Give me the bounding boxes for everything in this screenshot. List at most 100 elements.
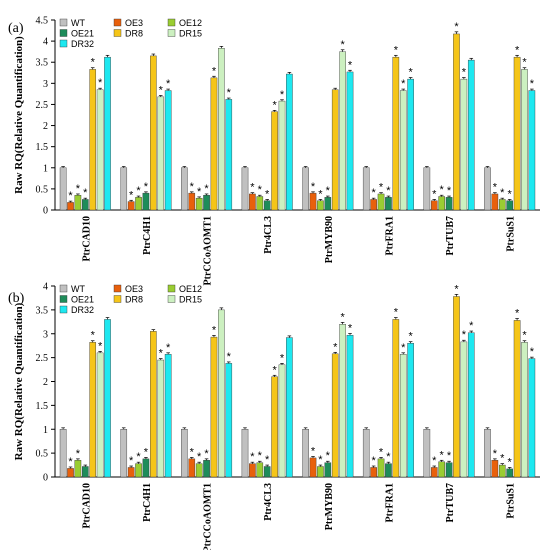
significance-star: * — [265, 188, 270, 200]
bar-DR15-PtrC4H1 — [157, 359, 165, 478]
significance-star: * — [265, 454, 270, 466]
panel-label: (a) — [8, 21, 24, 36]
bar-group-PtrTUB7: * * **** — [423, 283, 475, 478]
bar-WT-Ptr4CL3 — [241, 167, 249, 211]
bar-OE12-Ptr4CL3 — [256, 196, 264, 211]
bar-group-PtrCCoAOMT1: * * *** — [181, 307, 233, 478]
legend-label-DR8: DR8 — [125, 294, 143, 304]
significance-star: * — [348, 322, 353, 334]
bar-DR32-PtrCAD10 — [104, 56, 111, 211]
significance-star: * — [447, 185, 452, 197]
category-label: PtrFRA1 — [384, 483, 395, 522]
legend-swatch-OE12 — [167, 18, 176, 27]
y-tick-label: 4 — [43, 37, 48, 48]
bar-group-PtrSuS1: * * **** — [484, 308, 536, 478]
significance-star: * — [190, 446, 195, 458]
significance-star: * — [432, 455, 437, 467]
significance-star: * — [204, 183, 209, 195]
significance-star: * — [522, 57, 527, 69]
bar-DR32-PtrMYB90 — [346, 334, 354, 478]
significance-star: * — [98, 77, 103, 89]
category-label: Ptr4CL3 — [263, 483, 274, 521]
legend-label-DR32: DR32 — [71, 39, 94, 49]
chart-panel-2: (b) 0 0.5 1 1.5 2 2.5 3 3.5 4 Raw RQ(Relative Quan… — [8, 282, 540, 550]
bar-WT-PtrMYB90 — [302, 167, 309, 211]
legend-label-OE12: OE12 — [179, 284, 202, 294]
bar-DR8-Ptr4CL3 — [271, 376, 278, 478]
significance-star: * — [212, 65, 217, 77]
bar-DR15-PtrSuS1 — [521, 69, 528, 211]
significance-star: * — [340, 39, 345, 51]
bar-DR32-PtrFRA1 — [407, 78, 414, 211]
y-tick-label: 1 — [43, 163, 48, 174]
significance-star: * — [190, 181, 195, 193]
significance-star: * — [469, 320, 474, 332]
bar-OE3-PtrSuS1 — [491, 460, 499, 478]
significance-star: * — [432, 188, 437, 200]
category-label: PtrTUB7 — [445, 483, 456, 522]
bar-DR8-Ptr4CL3 — [271, 111, 278, 211]
bar-OE12-PtrCCoAOMT1 — [195, 197, 203, 211]
significance-star: * — [136, 185, 141, 197]
significance-star: * — [129, 189, 134, 201]
bar-group-PtrC4H1: ***** — [120, 53, 172, 211]
significance-star: * — [333, 341, 338, 353]
category-label: PtrCCoAOMT1 — [203, 483, 214, 550]
significance-star: * — [379, 182, 384, 194]
legend-label-OE3: OE3 — [125, 284, 143, 294]
legend-label-WT: WT — [71, 18, 85, 28]
bar-DR32-Ptr4CL3 — [286, 337, 293, 478]
significance-star: * — [493, 182, 498, 194]
bar-OE21-Ptr4CL3 — [263, 466, 271, 478]
bar-OE12-PtrCAD10 — [74, 460, 82, 478]
bar-OE12-PtrSuS1 — [498, 199, 506, 211]
bar-OE3-PtrC4H1 — [127, 201, 135, 211]
significance-star: * — [401, 342, 406, 354]
category-label: PtrC4H1 — [142, 483, 153, 522]
legend-label-DR15: DR15 — [179, 28, 202, 38]
significance-star: * — [530, 78, 535, 90]
legend-swatch-OE21 — [59, 295, 68, 303]
bar-WT-PtrFRA1 — [362, 429, 370, 478]
bar-OE3-PtrCCoAOMT1 — [188, 458, 196, 478]
significance-star: * — [197, 451, 202, 463]
significance-star: * — [508, 188, 513, 200]
chart-panel-1: (a) 0 0.5 1 1.5 2 2.5 3 3.5 4 4.5 Raw RQ(Relative Q… — [8, 16, 540, 285]
bar-OE21-Ptr4CL3 — [263, 200, 271, 211]
bar-DR15-PtrCAD10 — [96, 89, 104, 211]
bar-OE3-PtrTUB7 — [430, 200, 438, 211]
bar-DR32-PtrFRA1 — [407, 343, 414, 478]
legend-swatch-OE12 — [167, 284, 176, 293]
legend-label-DR15: DR15 — [179, 294, 202, 304]
significance-star: * — [515, 44, 520, 56]
bar-OE12-PtrC4H1 — [135, 197, 142, 211]
bar-DR8-PtrTUB7 — [453, 296, 460, 478]
significance-star: * — [348, 59, 353, 71]
bar-OE3-PtrCCoAOMT1 — [188, 192, 196, 211]
significance-star: * — [311, 445, 316, 457]
significance-star: * — [401, 78, 406, 90]
bar-group-PtrMYB90: ** *** — [302, 39, 354, 211]
significance-star: * — [280, 89, 285, 101]
bar-OE21-PtrC4H1 — [142, 458, 150, 478]
bar-OE12-PtrSuS1 — [498, 464, 506, 478]
significance-star: * — [318, 454, 323, 466]
bar-WT-PtrCCoAOMT1 — [181, 429, 188, 478]
bar-OE12-PtrMYB90 — [317, 200, 324, 211]
significance-star: * — [166, 342, 171, 354]
bar-OE3-PtrMYB90 — [309, 457, 317, 478]
bar-WT-PtrMYB90 — [302, 429, 309, 478]
y-tick-label: 1.5 — [36, 401, 49, 412]
bar-OE12-PtrCCoAOMT1 — [195, 463, 203, 478]
significance-star: * — [250, 182, 255, 194]
significance-star: * — [408, 67, 413, 79]
bar-DR15-PtrMYB90 — [339, 324, 346, 478]
legend-label-OE21: OE21 — [71, 294, 94, 304]
significance-star: * — [515, 308, 520, 320]
bar-OE12-PtrTUB7 — [438, 461, 445, 478]
bar-DR32-PtrTUB7 — [467, 332, 475, 478]
bar-DR32-PtrC4H1 — [164, 354, 172, 478]
bar-DR32-PtrC4H1 — [164, 90, 172, 211]
y-tick-label: 2.5 — [36, 353, 49, 364]
